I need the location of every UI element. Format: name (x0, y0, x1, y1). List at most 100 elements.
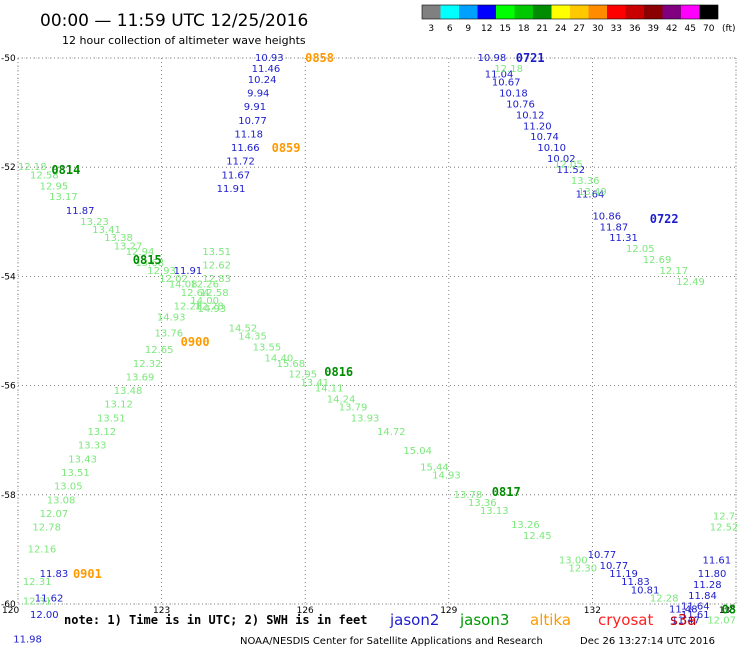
colorbar-label: 27 (574, 24, 585, 34)
wave-height-point: 13.51 (202, 247, 231, 258)
y-tick-label: -52 (1, 163, 16, 173)
wave-height-point: 13.41 (92, 225, 121, 236)
wave-height-point: 11.62 (35, 594, 64, 605)
pass-labels: 0858 0859 0900 0901 0814 0815 0816 0817 0721 0722… (51, 51, 736, 616)
wave-height-point: 12.95 (40, 181, 69, 192)
wave-height-point: 14.93 (157, 312, 186, 323)
colorbar-swatch (570, 5, 589, 19)
wave-height-point: 12.31 (23, 577, 52, 588)
colorbar-label: 15 (500, 24, 511, 34)
wave-height-point: 11.47 (671, 615, 700, 626)
y-tick-label: -56 (1, 382, 16, 392)
wave-height-point: 12.49 (676, 277, 705, 288)
note-text: note: 1) Time is in UTC; 2) SWH is in fe… (64, 613, 367, 627)
wave-height-point: 11.46 (252, 64, 281, 75)
wave-height-point: 13.33 (78, 441, 107, 452)
wave-height-point: 11.87 (66, 206, 95, 217)
colorbar-swatch (514, 5, 533, 19)
colorbar-swatch (459, 5, 478, 19)
colorbar-swatch (533, 5, 552, 19)
wave-height-point: 14.24 (327, 394, 356, 405)
wave-height-point: 12.05 (626, 244, 655, 255)
wave-height-point: 13.51 (97, 413, 126, 424)
wave-height-point: 13.12 (104, 400, 133, 411)
wave-height-point: 15.44 (420, 463, 449, 474)
wave-height-point: 12.7 (713, 512, 735, 523)
y-tick-label: -60 (1, 600, 16, 610)
wave-height-point: 13.12 (87, 427, 116, 438)
colorbar-swatch (625, 5, 644, 19)
wave-height-point: 13.27 (114, 241, 143, 252)
wave-height-point: 13.68 (135, 258, 164, 269)
wave-height-point: 14.08 (169, 280, 198, 291)
colorbar-swatch (588, 5, 607, 19)
pass-time-label: 0858 (305, 51, 334, 65)
wave-height-point: 12.17 (659, 266, 688, 277)
wave-height-point: 12.30 (569, 564, 598, 575)
wave-height-point: 11.48 (669, 604, 698, 615)
wave-height-point: 12.00 (30, 610, 59, 621)
wave-height-point: 11.52 (557, 165, 586, 176)
wave-height-point: 13.36 (468, 498, 497, 509)
wave-height-point: 11.98 (13, 634, 42, 645)
wave-height-point: 11.83 (621, 577, 650, 588)
wave-height-point: 14.40 (265, 353, 294, 364)
wave-height-point: 13.36 (571, 176, 600, 187)
y-tick-label: -50 (1, 54, 16, 64)
wave-height-point: 13.93 (351, 413, 380, 424)
chart-title: 00:00 — 11:59 UTC 12/25/2016 (40, 11, 308, 31)
wave-height-point: 13.55 (253, 342, 282, 353)
colorbar-label: 36 (629, 24, 641, 34)
footer-timestamp: Dec 26 13:27:14 UTC 2016 (580, 636, 715, 647)
wave-height-point: 10.77 (588, 550, 617, 561)
wave-height-point: 11.91 (174, 266, 203, 277)
wave-height-point: 11.84 (688, 591, 717, 602)
colorbar-swatch (607, 5, 626, 19)
wave-height-point: 12.02 (159, 274, 188, 285)
legend-entry: cryosat (598, 611, 653, 629)
wave-height-point: 12.52 (710, 523, 739, 534)
wave-height-point: 14.93 (432, 471, 461, 482)
wave-height-point: 13.69 (126, 372, 155, 383)
y-tick-label: -54 (1, 272, 16, 282)
wave-height-point: 10.10 (537, 143, 566, 154)
colorbar-legend: 3 6 9 12 15 18 21 24 27 30 33 36 39 42 45 70 (ft) (421, 4, 736, 34)
wave-height-point: 12.28 (195, 301, 224, 312)
wave-height-point: 11.61 (703, 555, 732, 566)
wave-height-point: 13.23 (80, 217, 109, 228)
colorbar-label: 24 (555, 24, 567, 34)
chart-subtitle: 12 hour collection of altimeter wave hei… (62, 34, 306, 47)
wave-height-point: 12.28 (174, 301, 203, 312)
wave-height-point: 10.74 (530, 132, 559, 143)
wave-height-point: 12.28 (650, 594, 679, 605)
satellite-legend: jason2 jason3 altika cryosat s3a (389, 611, 697, 629)
wave-height-point: 10.24 (248, 75, 277, 86)
pass-time-label: 0900 (181, 335, 210, 349)
x-tick-label: 123 (153, 606, 170, 616)
wave-height-point: 12.69 (643, 255, 672, 266)
grid-lines (17, 57, 737, 605)
wave-height-point: 10.93 (255, 53, 284, 64)
wave-height-point: 13.13 (480, 506, 509, 517)
axis-ticks: 120 123 126 129 132 135 -50 -52 -54 -56 -58 -60 (1, 54, 736, 616)
wave-height-point: 12.64 (181, 288, 210, 299)
wave-height-point: 12.94 (126, 247, 155, 258)
x-tick-label: 120 (2, 606, 19, 616)
wave-height-point: 12.18 (18, 162, 47, 173)
wave-height-point: 10.67 (492, 78, 521, 89)
pass-time-label: 0721 (516, 51, 545, 65)
wave-height-point: 13.41 (300, 378, 329, 389)
wave-height-point: 10.77 (238, 116, 267, 127)
colorbar-swatch (681, 5, 700, 19)
wave-height-point: 12.78 (32, 523, 61, 534)
wave-height-point: 10.76 (506, 99, 535, 110)
colorbar-label: 18 (518, 24, 530, 34)
wave-height-point: 13.00 (559, 555, 588, 566)
y-tick-label: -58 (1, 491, 16, 501)
plot-area (17, 57, 737, 605)
pass-time-label: 0817 (492, 485, 521, 499)
wave-height-point: 13.26 (511, 520, 540, 531)
wave-height-point: 11.91 (217, 184, 246, 195)
